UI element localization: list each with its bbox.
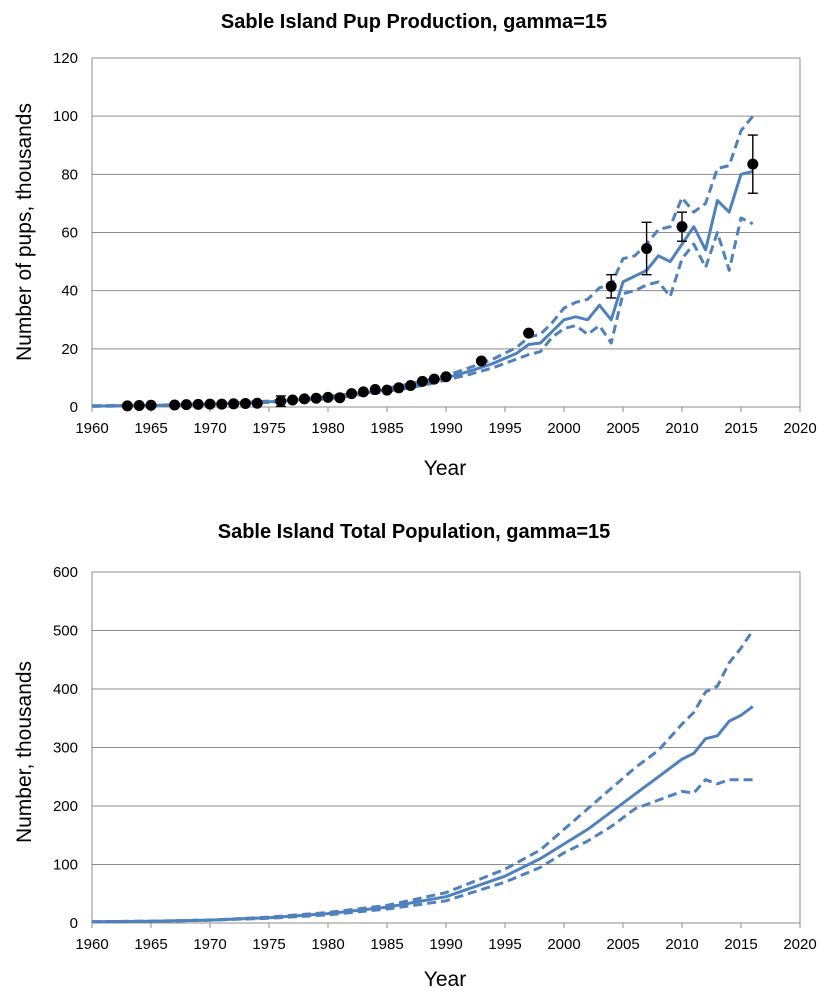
- y-tick-label: 0: [70, 399, 78, 416]
- observed-point: [180, 399, 192, 411]
- x-tick-label: 1965: [134, 420, 167, 437]
- observed-point: [298, 393, 310, 405]
- observations: [121, 134, 759, 412]
- observed-point: [133, 400, 145, 412]
- y-tick-label: 40: [61, 283, 78, 300]
- series-lines: [91, 629, 755, 924]
- observed-point: [334, 392, 346, 404]
- y-tick-label: 80: [61, 166, 78, 183]
- observed-point: [381, 384, 393, 396]
- central-estimate-line: [91, 705, 754, 924]
- x-tick-labels: 1960 1965 1970 1975 1980 1985 1990 1995 2000 2005…: [75, 923, 817, 953]
- series-lines: [91, 115, 754, 408]
- observed-point: [676, 221, 688, 233]
- observed-point: [357, 386, 369, 398]
- observed-point: [641, 242, 653, 254]
- observed-point: [369, 384, 381, 396]
- y-tick-label: 600: [53, 564, 78, 581]
- x-tick-label: 2010: [665, 936, 698, 953]
- observed-point: [393, 382, 405, 394]
- x-tick-label: 1975: [252, 420, 285, 437]
- y-tick-label: 300: [53, 740, 78, 757]
- y-tick-labels: 0 20 40 60 80 100 120: [53, 50, 78, 416]
- x-tick-label: 1980: [311, 936, 344, 953]
- x-tick-label: 2020: [783, 420, 816, 437]
- y-tick-label: 60: [61, 225, 78, 242]
- gridlines: [92, 571, 800, 924]
- chart-title: Sable Island Total Population, gamma=15: [218, 521, 611, 543]
- x-tick-label: 2015: [724, 420, 757, 437]
- observed-point: [192, 398, 204, 410]
- x-tick-label: 1995: [488, 420, 521, 437]
- observed-point: [251, 397, 263, 409]
- x-tick-label: 2005: [606, 936, 639, 953]
- observed-point: [228, 398, 240, 410]
- x-tick-label: 2010: [665, 420, 698, 437]
- y-axis-label: Number of pups, thousands: [13, 103, 36, 361]
- observed-point: [310, 392, 322, 404]
- y-tick-label: 20: [61, 341, 78, 358]
- x-tick-label: 2000: [547, 420, 580, 437]
- y-tick-label: 100: [53, 857, 78, 874]
- x-tick-label: 1985: [370, 420, 403, 437]
- y-axis-label: Number, thousands: [13, 661, 36, 843]
- x-tick-label: 1970: [193, 420, 226, 437]
- observed-point: [605, 280, 617, 292]
- observed-point: [405, 379, 417, 391]
- gridlines: [92, 57, 800, 408]
- y-tick-label: 120: [53, 50, 78, 67]
- x-tick-label: 1960: [75, 936, 108, 953]
- observed-point: [145, 399, 157, 411]
- observed-point: [523, 327, 535, 339]
- x-tick-label: 2005: [606, 420, 639, 437]
- pup-production-chart: Sable Island Pup Production, gamma=15 0 2…: [13, 11, 817, 480]
- x-tick-label: 1990: [429, 936, 462, 953]
- observed-point: [169, 399, 181, 411]
- x-tick-label: 1965: [134, 936, 167, 953]
- chart-title: Sable Island Pup Production, gamma=15: [221, 11, 607, 33]
- y-tick-label: 100: [53, 108, 78, 125]
- y-tick-label: 0: [70, 915, 78, 932]
- x-axis-label: Year: [424, 457, 466, 480]
- observed-point: [216, 398, 228, 410]
- dashed-bound-line: [91, 629, 755, 924]
- observed-point: [204, 398, 216, 410]
- x-tick-label: 2000: [547, 936, 580, 953]
- y-tick-label: 400: [53, 681, 78, 698]
- x-tick-label: 1985: [370, 936, 403, 953]
- observed-point: [239, 398, 251, 410]
- central-estimate-line: [91, 169, 754, 408]
- observed-point: [428, 373, 440, 385]
- total-population-chart: Sable Island Total Population, gamma=15 …: [13, 521, 817, 991]
- observed-point: [322, 391, 334, 403]
- observed-point: [440, 371, 452, 383]
- y-tick-label: 200: [53, 798, 78, 815]
- dashed-bound-line: [91, 778, 753, 924]
- observed-point: [275, 395, 287, 407]
- x-tick-label: 1960: [75, 420, 108, 437]
- observed-point: [121, 400, 133, 412]
- x-tick-label: 1975: [252, 936, 285, 953]
- x-tick-labels: 1960 1965 1970 1975 1980 1985 1990 1995 2000 2005…: [75, 407, 817, 437]
- observed-point: [416, 375, 428, 387]
- x-tick-label: 1990: [429, 420, 462, 437]
- x-axis-label: Year: [424, 968, 466, 991]
- x-tick-label: 2020: [783, 936, 816, 953]
- x-tick-label: 1970: [193, 936, 226, 953]
- x-tick-label: 1995: [488, 936, 521, 953]
- observed-point: [747, 158, 759, 170]
- observed-point: [346, 388, 358, 400]
- x-tick-label: 2015: [724, 936, 757, 953]
- dashed-bound-line: [91, 216, 754, 408]
- x-tick-label: 1980: [311, 420, 344, 437]
- y-tick-labels: 0 100 200 300 400 500 600: [53, 564, 78, 932]
- observed-point: [475, 355, 487, 367]
- y-tick-label: 500: [53, 623, 78, 640]
- observed-point: [287, 394, 299, 406]
